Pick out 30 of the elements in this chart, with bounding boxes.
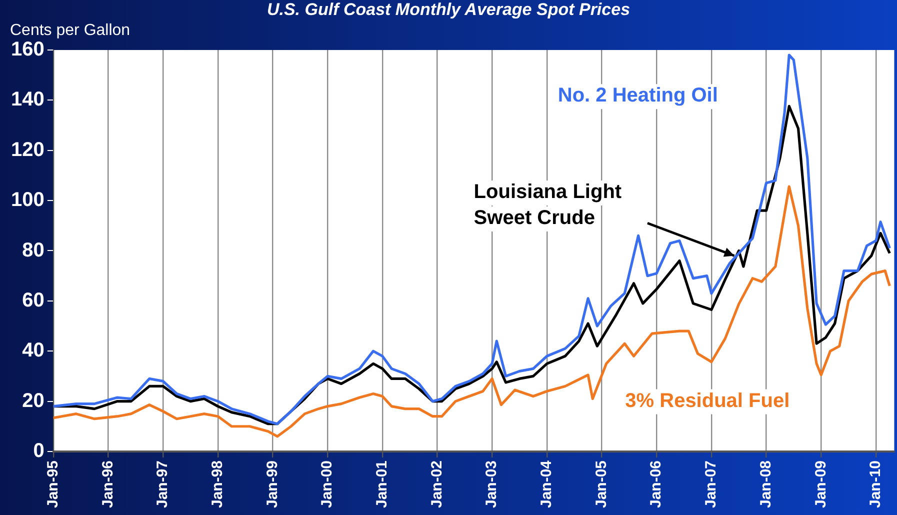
x-tick-label: Jan-06 <box>648 460 665 508</box>
x-tick-label: Jan-02 <box>428 460 446 508</box>
x-tick-label: Jan-10 <box>867 460 884 508</box>
y-tick-label: 80 <box>22 239 44 262</box>
y-axis-title: Cents per Gallon <box>10 22 130 40</box>
text: No. 2 Heating Oil <box>558 84 718 107</box>
x-tick-label: Jan-01 <box>374 460 391 508</box>
y-tick-label: 100 <box>10 189 44 212</box>
chart-title: U.S. Gulf Coast Monthly Average Spot Prices <box>266 0 632 20</box>
y-tick-label: 140 <box>10 88 44 111</box>
y-tick-label: 0 <box>33 440 44 462</box>
x-tick-label: Jan-95 <box>44 460 62 508</box>
y-tick-label: 160 <box>10 38 44 61</box>
x-tick-label: Jan-96 <box>99 460 116 508</box>
x-tick-label: Jan-03 <box>483 460 500 508</box>
x-tick-label: Jan-98 <box>209 460 226 508</box>
series-label: 3% Residual Fuel <box>625 390 790 412</box>
x-tick-label: Jan-00 <box>318 460 336 508</box>
text: Louisiana Light Sweet Crude <box>474 181 622 229</box>
y-tick-label: 120 <box>10 138 44 161</box>
x-tick-label: Jan-97 <box>154 460 172 508</box>
x-tick-label: Jan-04 <box>538 460 556 508</box>
y-tick-label: 20 <box>22 390 44 412</box>
y-tick-label: 40 <box>22 340 44 362</box>
x-tick-label: Jan-08 <box>757 460 774 508</box>
x-tick-label: Jan-09 <box>812 460 830 508</box>
x-tick-label: Jan-99 <box>264 460 281 508</box>
x-tick-label: Jan-07 <box>702 460 720 508</box>
x-tick-label: Jan-05 <box>592 460 610 508</box>
y-tick-label: 60 <box>22 289 44 312</box>
